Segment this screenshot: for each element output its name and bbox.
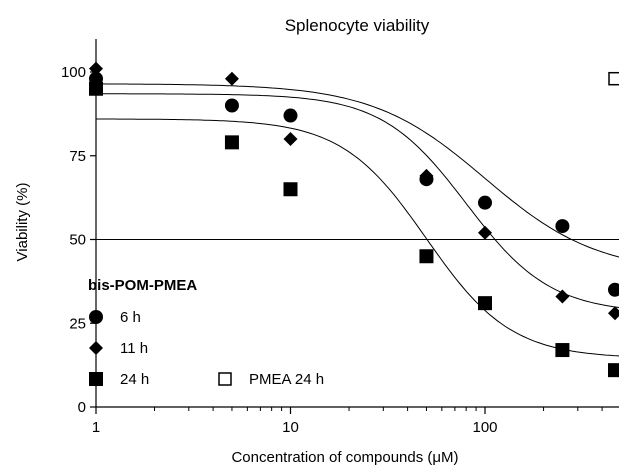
fit-curve-6-h xyxy=(96,83,619,258)
plot-area: 0 25 50 75 100 1 10 100 xyxy=(61,39,619,436)
legend-marker xyxy=(89,310,103,324)
legend-marker xyxy=(89,372,103,386)
y-tick-label: 50 xyxy=(69,232,86,249)
fit-curve-11-h xyxy=(96,93,619,308)
y-tick-label: 75 xyxy=(69,148,86,165)
x-tick-label: 1 xyxy=(92,419,100,436)
data-point xyxy=(224,98,239,113)
data-point xyxy=(224,135,239,150)
data-point xyxy=(283,132,298,146)
data-point xyxy=(555,219,570,234)
legend-title: bis-POM-PMEA xyxy=(88,277,197,294)
y-tick-label: 25 xyxy=(69,315,86,332)
x-tick-label: 100 xyxy=(472,419,497,436)
data-point xyxy=(89,81,103,96)
data-point xyxy=(283,182,298,197)
data-point xyxy=(555,343,570,358)
data-point xyxy=(608,71,619,86)
legend-label: 11 h xyxy=(120,340,148,357)
data-point xyxy=(608,282,619,297)
data-point xyxy=(478,225,492,240)
data-point xyxy=(555,289,570,304)
legend: bis-POM-PMEA 6 h 11 h 24 h PMEA 24 h xyxy=(88,277,324,388)
data-point xyxy=(89,61,103,76)
y-tick-label: 100 xyxy=(61,64,86,81)
chart-title: Splenocyte viability xyxy=(285,16,430,35)
data-point xyxy=(419,168,434,183)
y-axis-label: Viability (%) xyxy=(14,183,31,262)
legend-label: PMEA 24 h xyxy=(249,371,324,388)
data-point xyxy=(224,71,239,86)
legend-marker xyxy=(89,341,103,355)
data-point xyxy=(419,249,434,264)
x-axis-label: Concentration of compounds (μM) xyxy=(231,449,458,466)
data-point xyxy=(478,195,492,210)
y-tick-label: 0 xyxy=(78,399,86,416)
data-point xyxy=(608,306,619,321)
x-tick-label: 10 xyxy=(282,419,299,436)
legend-marker xyxy=(218,372,232,386)
legend-label: 24 h xyxy=(120,371,149,388)
legend-label: 6 h xyxy=(120,309,141,326)
data-point xyxy=(608,363,619,378)
data-point xyxy=(478,296,492,311)
fit-curve-24-h xyxy=(96,118,619,357)
data-point xyxy=(283,108,298,123)
